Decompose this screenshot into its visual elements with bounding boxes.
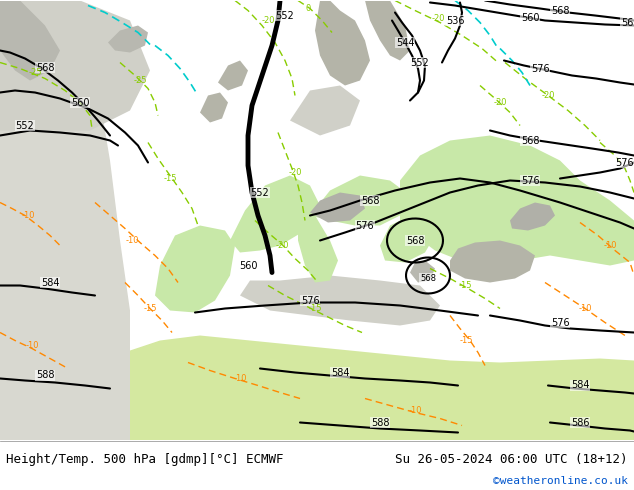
Polygon shape — [510, 202, 555, 230]
Text: -10: -10 — [408, 406, 422, 415]
Text: 552: 552 — [276, 10, 294, 21]
Polygon shape — [365, 0, 410, 60]
Text: 560: 560 — [621, 18, 634, 27]
Text: -10: -10 — [233, 374, 247, 383]
Polygon shape — [540, 186, 555, 236]
Text: -15: -15 — [459, 336, 473, 345]
Text: -25: -25 — [29, 68, 42, 77]
Text: -25: -25 — [133, 76, 146, 85]
Text: 560: 560 — [239, 261, 257, 270]
Polygon shape — [445, 230, 515, 261]
Text: 568: 568 — [406, 236, 424, 245]
Text: 568: 568 — [420, 274, 436, 283]
Text: -15: -15 — [143, 304, 157, 313]
Text: -15: -15 — [163, 174, 177, 183]
Text: 584: 584 — [41, 277, 59, 288]
Text: -15: -15 — [308, 304, 321, 313]
Text: Su 26-05-2024 06:00 UTC (18+12): Su 26-05-2024 06:00 UTC (18+12) — [395, 453, 628, 466]
Text: -20: -20 — [288, 168, 302, 177]
Text: 552: 552 — [16, 121, 34, 130]
Polygon shape — [400, 136, 634, 266]
Polygon shape — [200, 93, 228, 122]
Polygon shape — [155, 225, 235, 313]
Text: 576: 576 — [531, 64, 549, 74]
Polygon shape — [310, 193, 365, 222]
Text: 576: 576 — [521, 175, 540, 186]
Polygon shape — [380, 216, 435, 263]
Text: Height/Temp. 500 hPa [gdmp][°C] ECMWF: Height/Temp. 500 hPa [gdmp][°C] ECMWF — [6, 453, 284, 466]
Text: -20: -20 — [493, 98, 507, 107]
Text: 576: 576 — [356, 220, 374, 230]
Text: -10: -10 — [25, 341, 39, 350]
Text: 568: 568 — [521, 136, 540, 146]
Polygon shape — [218, 60, 248, 91]
Text: 568: 568 — [361, 196, 379, 205]
Polygon shape — [240, 275, 440, 325]
Text: 552: 552 — [411, 57, 429, 68]
Text: -10: -10 — [126, 236, 139, 245]
Polygon shape — [290, 85, 360, 136]
Text: 576: 576 — [616, 157, 634, 168]
Text: -20: -20 — [541, 91, 555, 100]
Polygon shape — [315, 0, 370, 85]
Text: -10: -10 — [22, 211, 35, 220]
Text: 552: 552 — [250, 188, 269, 197]
Text: -15: -15 — [458, 281, 472, 290]
Polygon shape — [450, 241, 535, 283]
Text: -10: -10 — [603, 241, 617, 250]
Polygon shape — [410, 261, 435, 283]
Polygon shape — [108, 25, 148, 52]
Text: 568: 568 — [36, 63, 55, 73]
Text: 536: 536 — [446, 16, 464, 25]
Text: 576: 576 — [301, 295, 320, 305]
Text: 544: 544 — [396, 38, 414, 48]
Text: 584: 584 — [571, 381, 589, 391]
Polygon shape — [0, 0, 130, 441]
Text: 586: 586 — [571, 417, 589, 427]
Text: 588: 588 — [36, 370, 55, 381]
Text: 0: 0 — [306, 4, 311, 13]
Polygon shape — [298, 202, 338, 283]
Text: -20: -20 — [261, 16, 275, 25]
Text: -20: -20 — [431, 14, 444, 23]
Polygon shape — [310, 175, 410, 225]
Polygon shape — [0, 0, 150, 130]
Text: 576: 576 — [551, 318, 569, 327]
Text: -10: -10 — [578, 304, 592, 313]
Text: 588: 588 — [371, 417, 389, 427]
Text: ©weatheronline.co.uk: ©weatheronline.co.uk — [493, 476, 628, 486]
Text: 568: 568 — [551, 5, 569, 16]
Text: 560: 560 — [71, 98, 89, 107]
Polygon shape — [130, 336, 634, 441]
Text: 560: 560 — [521, 13, 540, 23]
Text: 584: 584 — [331, 368, 349, 377]
Polygon shape — [230, 175, 320, 252]
Text: -20: -20 — [275, 241, 288, 250]
Polygon shape — [0, 0, 60, 80]
